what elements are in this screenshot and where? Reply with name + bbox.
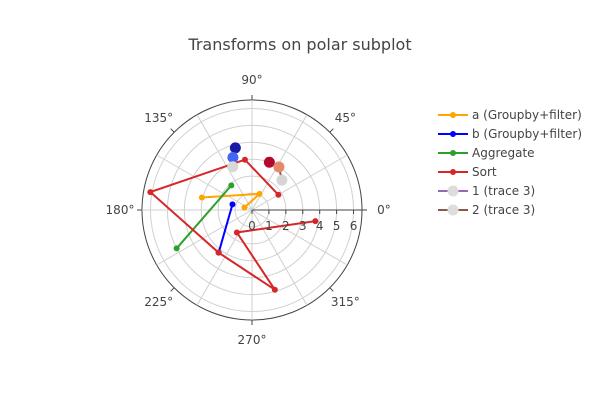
angular-grid-line	[156, 209, 253, 266]
radial-tick-label: 2	[282, 219, 290, 233]
series-point	[173, 245, 180, 252]
series-point	[233, 229, 240, 236]
angular-tick-mark	[329, 287, 334, 292]
series-point	[229, 201, 236, 208]
chart-title: Transforms on polar subplot	[187, 35, 411, 54]
series-point	[312, 218, 319, 225]
angular-tick-label: 90°	[241, 73, 262, 87]
legend-item: Sort	[438, 165, 497, 179]
legend-item: b (Groupby+filter)	[438, 127, 582, 141]
legend-item: Aggregate	[438, 146, 535, 160]
angular-tick-label: 270°	[238, 333, 267, 347]
legend-label: Sort	[472, 165, 497, 179]
series-line	[217, 204, 234, 253]
angular-tick-label: 0°	[377, 203, 391, 217]
legend-label: a (Groupby+filter)	[472, 108, 582, 122]
series-point	[198, 194, 205, 201]
series-point	[227, 161, 239, 173]
legend-label: b (Groupby+filter)	[472, 127, 582, 141]
angular-grid-line	[251, 209, 348, 266]
series-2	[173, 182, 235, 252]
series-line	[148, 158, 316, 291]
radial-tick-label: 1	[265, 219, 273, 233]
series-5	[263, 156, 288, 186]
legend-swatch-marker	[450, 150, 456, 156]
polar-tick-labels: 0° 45° 90° 135° 180° 225° 270° 315° 0 1 2 3 4 5 6	[106, 73, 391, 347]
series-point	[275, 191, 282, 198]
radial-tick-label: 4	[316, 219, 324, 233]
series-point	[276, 174, 288, 186]
legend-label: Aggregate	[472, 146, 535, 160]
angular-tick-label: 135°	[144, 111, 173, 125]
angular-tick-label: 180°	[106, 203, 135, 217]
series-point	[273, 161, 285, 173]
series-point	[263, 156, 275, 168]
legend: a (Groupby+filter) b (Groupby+filter) Aggr…	[438, 108, 582, 217]
series-4	[227, 142, 241, 173]
series-point	[228, 182, 235, 189]
series-point	[215, 249, 222, 256]
legend-swatch-marker	[447, 185, 459, 197]
legend-item: 1 (trace 3)	[438, 184, 535, 198]
series-point	[241, 204, 248, 211]
radial-tick-label: 5	[333, 219, 341, 233]
legend-item: a (Groupby+filter)	[438, 108, 582, 122]
legend-swatch-marker	[450, 131, 456, 137]
series-point	[256, 190, 263, 197]
angular-grid-line	[251, 154, 348, 211]
legend-swatch-marker	[450, 112, 456, 118]
series-3	[147, 156, 319, 293]
series-point	[227, 152, 239, 164]
legend-swatch-marker	[450, 169, 456, 175]
angular-tick-label: 45°	[335, 111, 356, 125]
angular-tick-mark	[170, 287, 175, 292]
legend-label: 1 (trace 3)	[472, 184, 535, 198]
radial-tick-label: 0	[248, 219, 256, 233]
angular-grid-line	[156, 154, 253, 211]
series-point	[147, 189, 154, 196]
angular-tick-mark	[329, 128, 334, 133]
legend-item: 2 (trace 3)	[438, 203, 535, 217]
series-point	[271, 286, 278, 293]
radial-tick-label: 6	[350, 219, 358, 233]
polar-traces	[147, 142, 319, 293]
angular-tick-label: 315°	[331, 295, 360, 309]
legend-label: 2 (trace 3)	[472, 203, 535, 217]
angular-grid-line	[251, 209, 308, 306]
angular-tick-mark	[170, 128, 175, 133]
series-point	[229, 142, 241, 154]
angular-tick-label: 225°	[144, 295, 173, 309]
legend-swatch-marker	[447, 204, 459, 216]
series-point	[241, 156, 248, 163]
series-line	[175, 184, 233, 250]
radial-tick-label: 3	[299, 219, 307, 233]
